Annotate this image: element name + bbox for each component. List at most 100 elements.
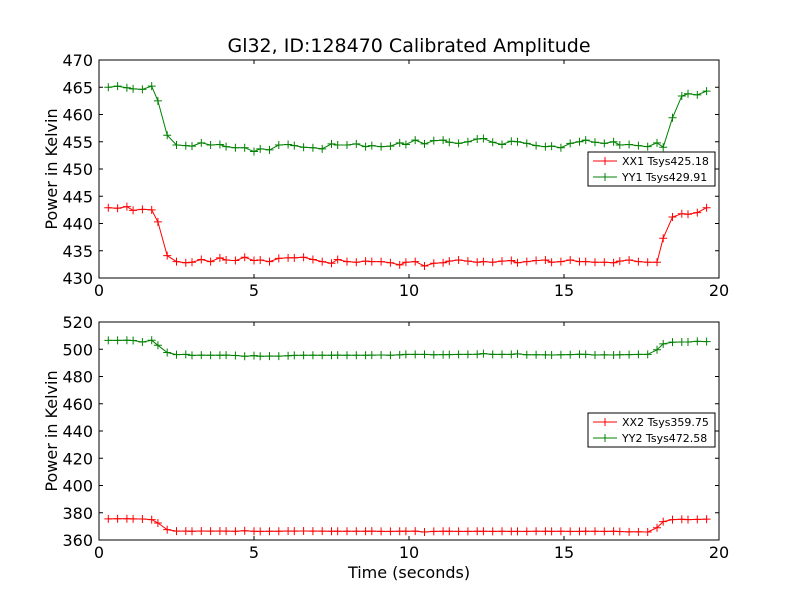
data-point [556,350,565,359]
data-point [333,255,342,264]
data-point [386,351,395,360]
data-point [274,254,283,263]
y-tick-label: 400 [62,477,93,496]
data-point [274,141,283,150]
data-point [256,144,265,153]
data-point [361,142,370,151]
x-tick-label: 10 [399,543,419,562]
y-tick-label: 500 [62,340,93,359]
data-point [343,141,351,150]
x-tick-label: 20 [709,543,729,562]
data-point [507,137,516,146]
data-point [308,351,317,360]
data-point [274,527,283,536]
legend-label: YY2 Tsys472.58 [621,432,707,445]
data-point [609,258,618,267]
data-point [138,338,147,347]
data-point [643,527,652,536]
legend-marker [601,418,609,426]
data-point [138,515,147,524]
data-point [265,352,274,361]
data-point [615,350,624,359]
data-point [113,514,122,523]
data-point [581,350,590,359]
data-point [265,527,274,536]
data-point [181,141,190,150]
chart-title: Gl32, ID:128470 Calibrated Amplitude [227,35,590,57]
data-point [532,527,541,536]
data-point [479,257,488,266]
data-point [256,527,265,536]
data-point [172,141,181,150]
data-point [377,257,386,266]
data-point [541,142,550,151]
data-point [591,258,599,267]
data-point [138,85,147,94]
y-tick-label: 440 [62,422,93,441]
data-point [513,258,522,267]
y-tick-label: 520 [62,313,93,332]
y-tick-label: 450 [62,160,93,179]
data-point [420,139,429,148]
data-point [181,350,190,359]
data-point [138,205,147,214]
data-point [625,256,634,265]
data-point [609,137,618,146]
data-point [693,90,702,99]
data-point [693,515,702,524]
data-point [513,527,522,536]
data-point [454,139,463,148]
y-tick-label: 470 [62,51,93,70]
data-point [463,350,472,359]
data-point [522,257,531,266]
data-point [566,139,575,148]
data-point [104,336,113,345]
data-point [411,136,420,145]
data-point [256,256,265,265]
data-point [693,208,702,217]
data-point [147,205,156,214]
data-point [172,257,181,266]
y-tick-label: 445 [62,187,93,206]
legend-box [587,412,716,448]
data-point [163,131,172,140]
legend-label: XX1 Tsys425.18 [622,155,709,168]
data-point [429,527,438,536]
x-tick-label: 15 [554,281,574,300]
data-point [299,527,308,536]
data-point [153,96,162,105]
y-tick-label: 430 [62,269,93,288]
data-point [668,212,677,221]
data-point [532,256,541,265]
data-point [290,253,299,262]
data-point [566,350,575,359]
data-point [547,258,556,267]
data-point [308,527,317,536]
data-point [411,257,420,266]
data-point [333,141,342,150]
data-point [250,351,258,360]
data-point [668,113,677,122]
data-point [163,348,172,357]
data-point [615,141,624,150]
data-point [153,341,162,350]
data-point [445,257,454,266]
legend: XX1 Tsys425.18 YY1 Tsys429.91 [587,151,716,187]
data-point [333,527,342,536]
data-point [327,139,336,148]
data-point [206,141,215,150]
data-point [473,135,482,144]
data-point [581,257,590,266]
data-point [308,255,317,264]
data-point [653,345,661,354]
x-axis-label: Time (seconds) [347,563,470,582]
data-point [367,141,376,150]
data-point [188,142,196,151]
data-point [153,217,162,226]
series-2 [104,336,711,361]
data-point [181,258,190,267]
series-1 [104,514,711,536]
y-axis-label: Power in Kelvin [42,108,61,229]
data-point [420,527,429,536]
subplot-1: 0 5 10 15 20 430 435 440 445 450 455 460 465 470 Gl32,… [42,35,729,300]
